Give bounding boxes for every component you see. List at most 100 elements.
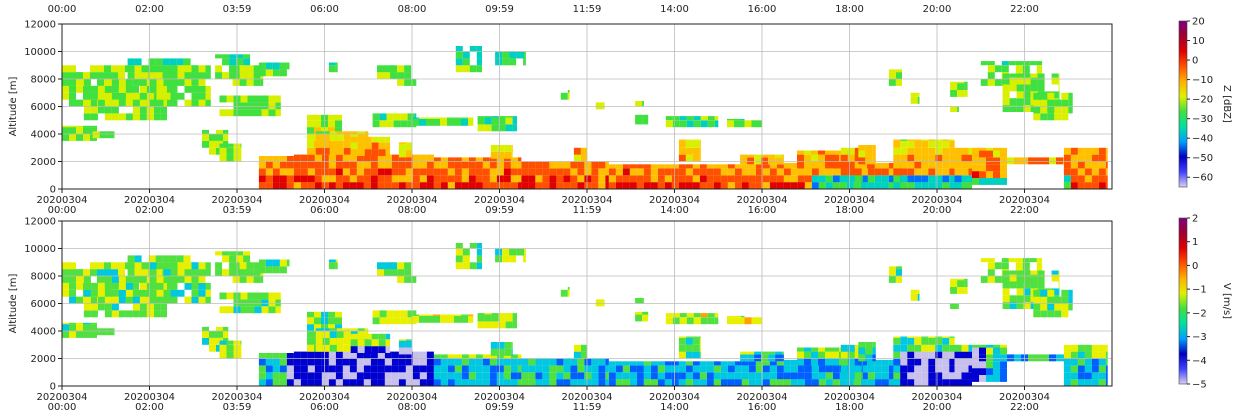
reflectivity-cell [755, 168, 763, 176]
velocity-cell [664, 372, 672, 380]
reflectivity-cell [858, 145, 866, 151]
reflectivity-cell [622, 175, 630, 183]
reflectivity-cell [1036, 65, 1043, 73]
reflectivity-cell [629, 164, 637, 169]
reflectivity-cell [440, 182, 448, 189]
reflectivity-cell [139, 99, 147, 107]
y-tick-label: 12000 [24, 217, 56, 228]
velocity-cell [1002, 270, 1010, 275]
velocity-cell [149, 262, 157, 270]
velocity-cell [874, 365, 882, 373]
reflectivity-cell [149, 85, 157, 93]
velocity-cell [90, 303, 98, 311]
velocity-cell [867, 365, 875, 373]
velocity-cell [454, 315, 461, 323]
reflectivity-cell [90, 106, 98, 114]
velocity-cell [840, 344, 848, 352]
velocity-cell [692, 361, 700, 366]
velocity-cell [440, 358, 448, 366]
colorbar-tick-label: −60 [1192, 173, 1213, 184]
reflectivity-cell [804, 154, 811, 162]
velocity-cell [900, 358, 908, 366]
x-tick-time-label: 08:00 [398, 402, 427, 413]
reflectivity-cell [293, 168, 301, 176]
reflectivity-cell [769, 164, 777, 169]
velocity-cell [391, 358, 399, 366]
reflectivity-cell [118, 85, 126, 93]
velocity-cell [740, 351, 748, 355]
x-tick-time-label: 03:59 [223, 205, 252, 216]
reflectivity-cell [1000, 150, 1007, 158]
velocity-cell [254, 292, 262, 300]
reflectivity-cell [412, 117, 419, 119]
reflectivity-cell [433, 182, 441, 189]
velocity-cell [153, 303, 161, 311]
velocity-cell [580, 344, 587, 352]
reflectivity-cell [907, 139, 915, 141]
velocity-cell [692, 372, 700, 380]
reflectivity-cell [1040, 92, 1048, 100]
velocity-cell [132, 289, 140, 297]
reflectivity-cell [132, 113, 140, 121]
velocity-cell [521, 372, 529, 380]
velocity-cell [329, 328, 337, 332]
velocity-cell [825, 365, 833, 373]
velocity-cell [664, 361, 672, 366]
reflectivity-cell [307, 147, 314, 155]
velocity-cell [1000, 347, 1007, 355]
reflectivity-cell [635, 117, 643, 125]
reflectivity-cell [692, 140, 700, 148]
velocity-cell [83, 310, 91, 318]
reflectivity-cell [734, 164, 742, 169]
reflectivity-cell [134, 72, 142, 79]
reflectivity-cell [1070, 147, 1078, 155]
velocity-cell [111, 269, 118, 276]
velocity-cell [335, 262, 338, 270]
velocity-cell [258, 358, 266, 366]
reflectivity-cell [384, 154, 392, 162]
velocity-cell [986, 347, 993, 355]
reflectivity-cell [1058, 73, 1060, 78]
reflectivity-cell [198, 79, 206, 86]
velocity-cell [286, 379, 294, 386]
velocity-cell [727, 365, 735, 373]
velocity-cell [454, 372, 462, 380]
velocity-cell [914, 337, 922, 345]
reflectivity-cell [496, 175, 504, 183]
velocity-cell [335, 365, 343, 373]
velocity-cell [840, 358, 848, 366]
reflectivity-cell [219, 154, 227, 162]
reflectivity-cell [491, 117, 499, 125]
velocity-cell [858, 347, 866, 355]
reflectivity-cell [1070, 154, 1078, 162]
reflectivity-cell [482, 175, 490, 183]
reflectivity-cell [461, 182, 469, 189]
velocity-cell [874, 379, 882, 386]
reflectivity-cell [1091, 147, 1099, 155]
velocity-cell [447, 354, 455, 359]
velocity-cell [247, 306, 255, 314]
reflectivity-cell [758, 120, 762, 128]
velocity-cell [734, 365, 742, 373]
velocity-cell [414, 310, 417, 318]
velocity-cell [184, 269, 192, 276]
velocity-cell [1028, 354, 1035, 362]
reflectivity-cell [477, 116, 485, 118]
reflectivity-cell [993, 150, 1000, 158]
velocity-cell [258, 372, 266, 380]
reflectivity-cell [219, 143, 227, 148]
reflectivity-cell [419, 118, 426, 126]
velocity-cell [426, 372, 434, 380]
reflectivity-cell [215, 65, 223, 73]
reflectivity-cell [1033, 99, 1041, 107]
reflectivity-cell [1016, 98, 1024, 106]
reflectivity-cell [1009, 77, 1017, 85]
velocity-cell [321, 372, 329, 380]
top-x-tick-label: 09:59 [485, 4, 514, 15]
reflectivity-cell [935, 139, 943, 141]
velocity-cell [804, 372, 812, 380]
reflectivity-cell [240, 102, 248, 110]
reflectivity-cell [517, 161, 522, 169]
reflectivity-cell [776, 182, 784, 189]
velocity-cell [888, 359, 896, 366]
